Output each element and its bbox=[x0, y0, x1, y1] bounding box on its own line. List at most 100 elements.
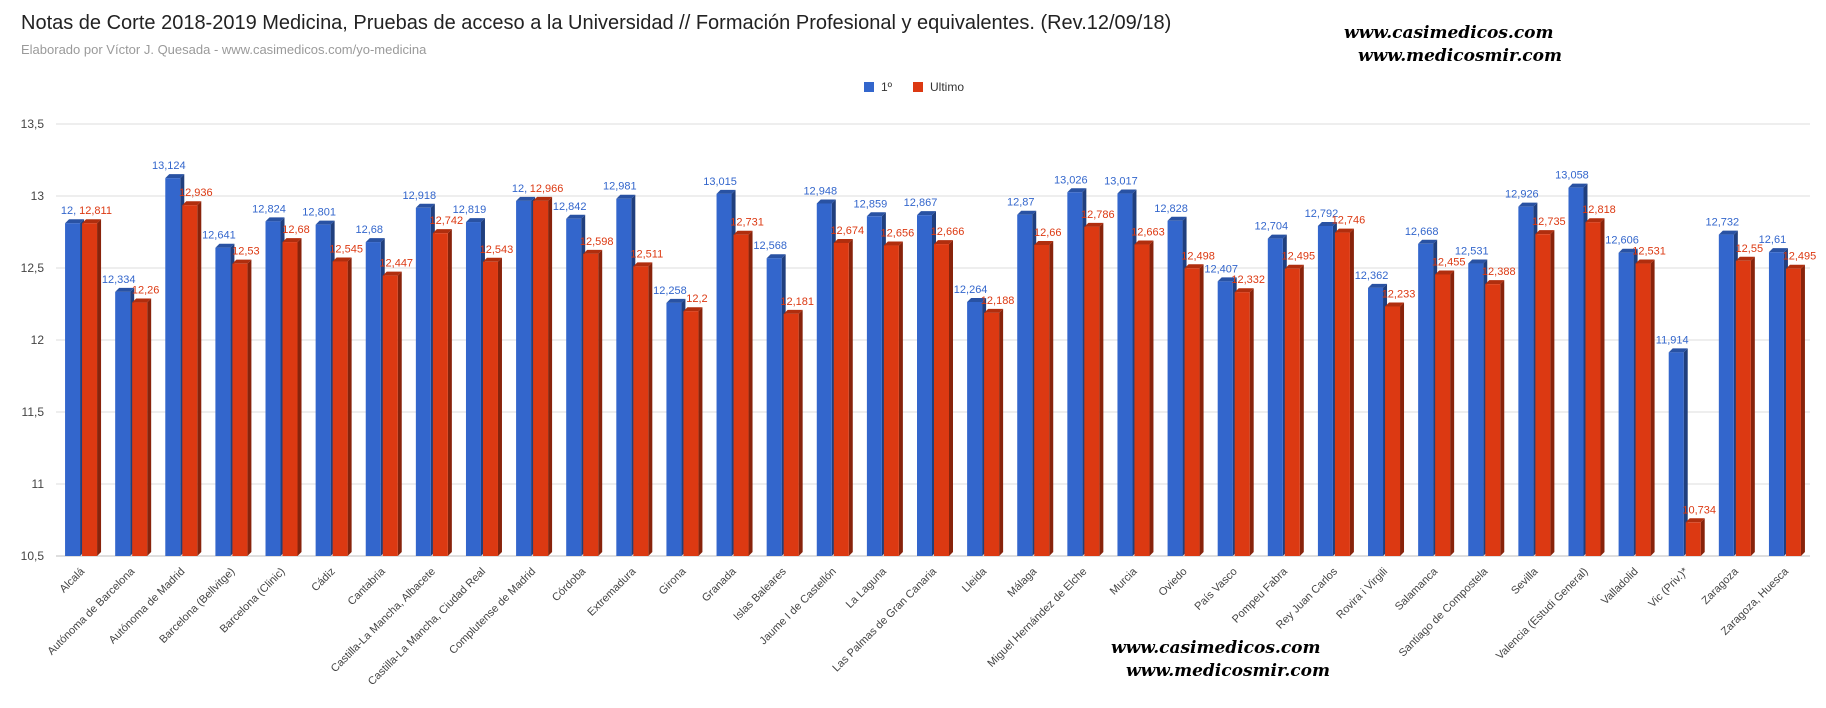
data-label: 12,495 bbox=[1783, 251, 1817, 263]
bar-top bbox=[215, 243, 235, 248]
bar bbox=[633, 266, 649, 556]
legend-label-0: 1º bbox=[881, 80, 893, 94]
y-tick-label: 12,5 bbox=[21, 261, 45, 275]
bar-top bbox=[1385, 302, 1405, 307]
bar bbox=[716, 193, 732, 556]
x-tick-label: La Laguna bbox=[844, 565, 890, 611]
bar bbox=[332, 261, 348, 556]
bar-side bbox=[1099, 222, 1104, 557]
data-label: 12,828 bbox=[1154, 203, 1188, 215]
x-tick-label: Murcia bbox=[1108, 565, 1140, 597]
bar bbox=[132, 302, 148, 556]
bar bbox=[1117, 193, 1133, 556]
y-tick-label: 13 bbox=[31, 189, 45, 203]
data-label: 13,058 bbox=[1555, 170, 1589, 182]
bar bbox=[1284, 268, 1300, 556]
y-tick-label: 10,5 bbox=[21, 549, 45, 563]
data-label: 12,966 bbox=[530, 183, 564, 195]
data-label: 12,447 bbox=[379, 258, 413, 270]
bar-top bbox=[1518, 202, 1538, 207]
bar-top bbox=[516, 196, 536, 201]
bar bbox=[733, 234, 749, 556]
bar bbox=[65, 223, 81, 556]
bar bbox=[482, 261, 498, 556]
bar bbox=[1735, 260, 1751, 556]
bar bbox=[1317, 225, 1333, 556]
data-label: 12,188 bbox=[981, 295, 1015, 307]
bar bbox=[1167, 220, 1183, 556]
bar bbox=[1034, 244, 1050, 556]
data-label: 12,666 bbox=[931, 226, 965, 238]
bar-top bbox=[633, 262, 653, 267]
bar bbox=[1785, 268, 1801, 556]
bar bbox=[115, 291, 131, 556]
data-label: 11,914 bbox=[1656, 334, 1689, 346]
bar-side bbox=[1700, 518, 1705, 556]
bar bbox=[182, 205, 198, 556]
bar bbox=[82, 223, 98, 556]
bar-top bbox=[984, 308, 1004, 313]
data-label: 12,746 bbox=[1332, 215, 1366, 227]
bar-top bbox=[1017, 210, 1037, 215]
legend-swatch-1 bbox=[913, 82, 923, 92]
bar bbox=[1568, 187, 1584, 556]
bar-top bbox=[132, 298, 152, 303]
y-tick-label: 12 bbox=[31, 333, 45, 347]
watermark-top-2: www.medicosmir.com bbox=[1358, 46, 1562, 66]
x-tick-label: Autónoma de Barcelona bbox=[45, 565, 138, 658]
bar bbox=[816, 203, 832, 556]
y-tick-label: 11 bbox=[32, 477, 45, 491]
bar bbox=[666, 302, 682, 556]
bar-side bbox=[1049, 240, 1054, 556]
x-tick-label: Complutense de Madrid bbox=[447, 566, 538, 657]
x-tick-label: Valencia (Estudi General) bbox=[1494, 566, 1591, 663]
bar bbox=[1485, 284, 1501, 556]
data-label: 12,786 bbox=[1081, 209, 1115, 221]
bar-top bbox=[265, 217, 285, 222]
data-label: 12,918 bbox=[403, 190, 437, 202]
bar bbox=[934, 244, 949, 556]
bar-top bbox=[182, 201, 202, 206]
bar bbox=[465, 222, 481, 556]
data-label: 12,674 bbox=[830, 225, 864, 237]
bar bbox=[683, 311, 699, 556]
data-label: 12,668 bbox=[1405, 226, 1439, 238]
bar-top bbox=[1084, 222, 1104, 227]
bar-top bbox=[415, 203, 435, 208]
bar-side bbox=[497, 257, 502, 556]
bar bbox=[1768, 252, 1784, 556]
bar-top bbox=[1317, 221, 1337, 226]
bar-top bbox=[733, 230, 753, 235]
bar-top bbox=[165, 174, 185, 179]
bar-side bbox=[548, 196, 553, 556]
bar bbox=[415, 207, 431, 557]
bar-top bbox=[866, 212, 886, 217]
bar bbox=[1418, 243, 1434, 557]
bar-top bbox=[683, 307, 703, 312]
x-tick-label: Alcalá bbox=[58, 565, 88, 595]
bar-side bbox=[1683, 348, 1688, 556]
bar-side bbox=[1800, 264, 1805, 556]
x-tick-label: Vic (Priv.)* bbox=[1646, 565, 1691, 610]
data-label: 12,264 bbox=[954, 284, 988, 296]
bar bbox=[1668, 352, 1684, 556]
data-label: 12, bbox=[61, 205, 76, 217]
bar-top bbox=[382, 271, 402, 276]
x-tick-label: Rovira i Virgili bbox=[1334, 566, 1390, 622]
bar-top bbox=[1167, 216, 1187, 221]
x-tick-label: País Vasco bbox=[1193, 566, 1240, 613]
bar-side bbox=[297, 238, 302, 556]
watermark-top-1: www.casimedicos.com bbox=[1344, 23, 1554, 43]
bar-top bbox=[533, 196, 553, 201]
bar-top bbox=[1718, 230, 1738, 235]
data-label: 12,66 bbox=[1034, 227, 1062, 239]
bar-top bbox=[1334, 228, 1354, 233]
x-tick-label: Sevilla bbox=[1509, 565, 1541, 597]
bar-side bbox=[1149, 240, 1154, 556]
bar bbox=[583, 253, 599, 556]
bar-top bbox=[1117, 189, 1137, 194]
bar-side bbox=[748, 230, 753, 556]
bar-top bbox=[332, 257, 352, 262]
bar bbox=[883, 245, 899, 556]
data-label: 12, bbox=[512, 183, 527, 195]
